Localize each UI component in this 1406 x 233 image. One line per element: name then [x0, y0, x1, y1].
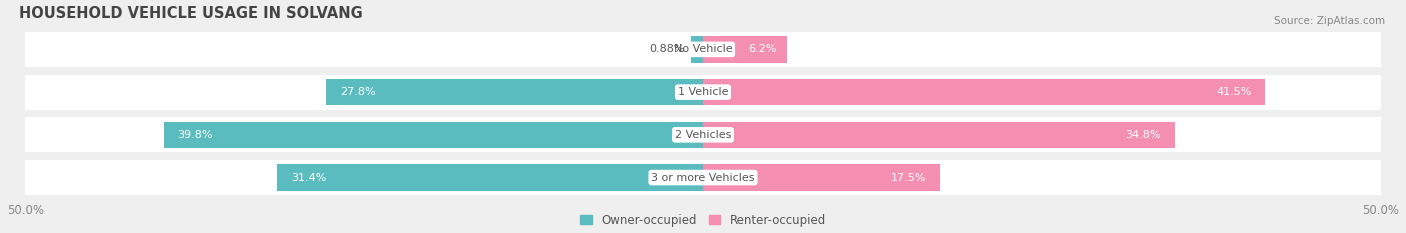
- Bar: [25, 160, 1381, 195]
- Bar: [703, 164, 941, 191]
- Bar: [692, 36, 703, 63]
- Text: 31.4%: 31.4%: [291, 173, 326, 183]
- Text: 39.8%: 39.8%: [177, 130, 212, 140]
- Bar: [25, 32, 1381, 67]
- Bar: [703, 36, 787, 63]
- Text: 17.5%: 17.5%: [891, 173, 927, 183]
- Text: 3 or more Vehicles: 3 or more Vehicles: [651, 173, 755, 183]
- Bar: [25, 75, 1381, 110]
- Text: Source: ZipAtlas.com: Source: ZipAtlas.com: [1274, 16, 1385, 26]
- Text: HOUSEHOLD VEHICLE USAGE IN SOLVANG: HOUSEHOLD VEHICLE USAGE IN SOLVANG: [18, 6, 363, 21]
- Text: 2 Vehicles: 2 Vehicles: [675, 130, 731, 140]
- Text: 41.5%: 41.5%: [1216, 87, 1251, 97]
- Bar: [25, 117, 1381, 152]
- Text: 34.8%: 34.8%: [1126, 130, 1161, 140]
- Text: No Vehicle: No Vehicle: [673, 45, 733, 54]
- Text: 1 Vehicle: 1 Vehicle: [678, 87, 728, 97]
- Text: 6.2%: 6.2%: [748, 45, 776, 54]
- Bar: [703, 122, 1174, 148]
- Legend: Owner-occupied, Renter-occupied: Owner-occupied, Renter-occupied: [579, 214, 827, 227]
- Bar: [326, 79, 703, 105]
- Text: 0.88%: 0.88%: [648, 45, 685, 54]
- Text: 27.8%: 27.8%: [340, 87, 375, 97]
- Bar: [163, 122, 703, 148]
- Bar: [703, 79, 1265, 105]
- Bar: [277, 164, 703, 191]
